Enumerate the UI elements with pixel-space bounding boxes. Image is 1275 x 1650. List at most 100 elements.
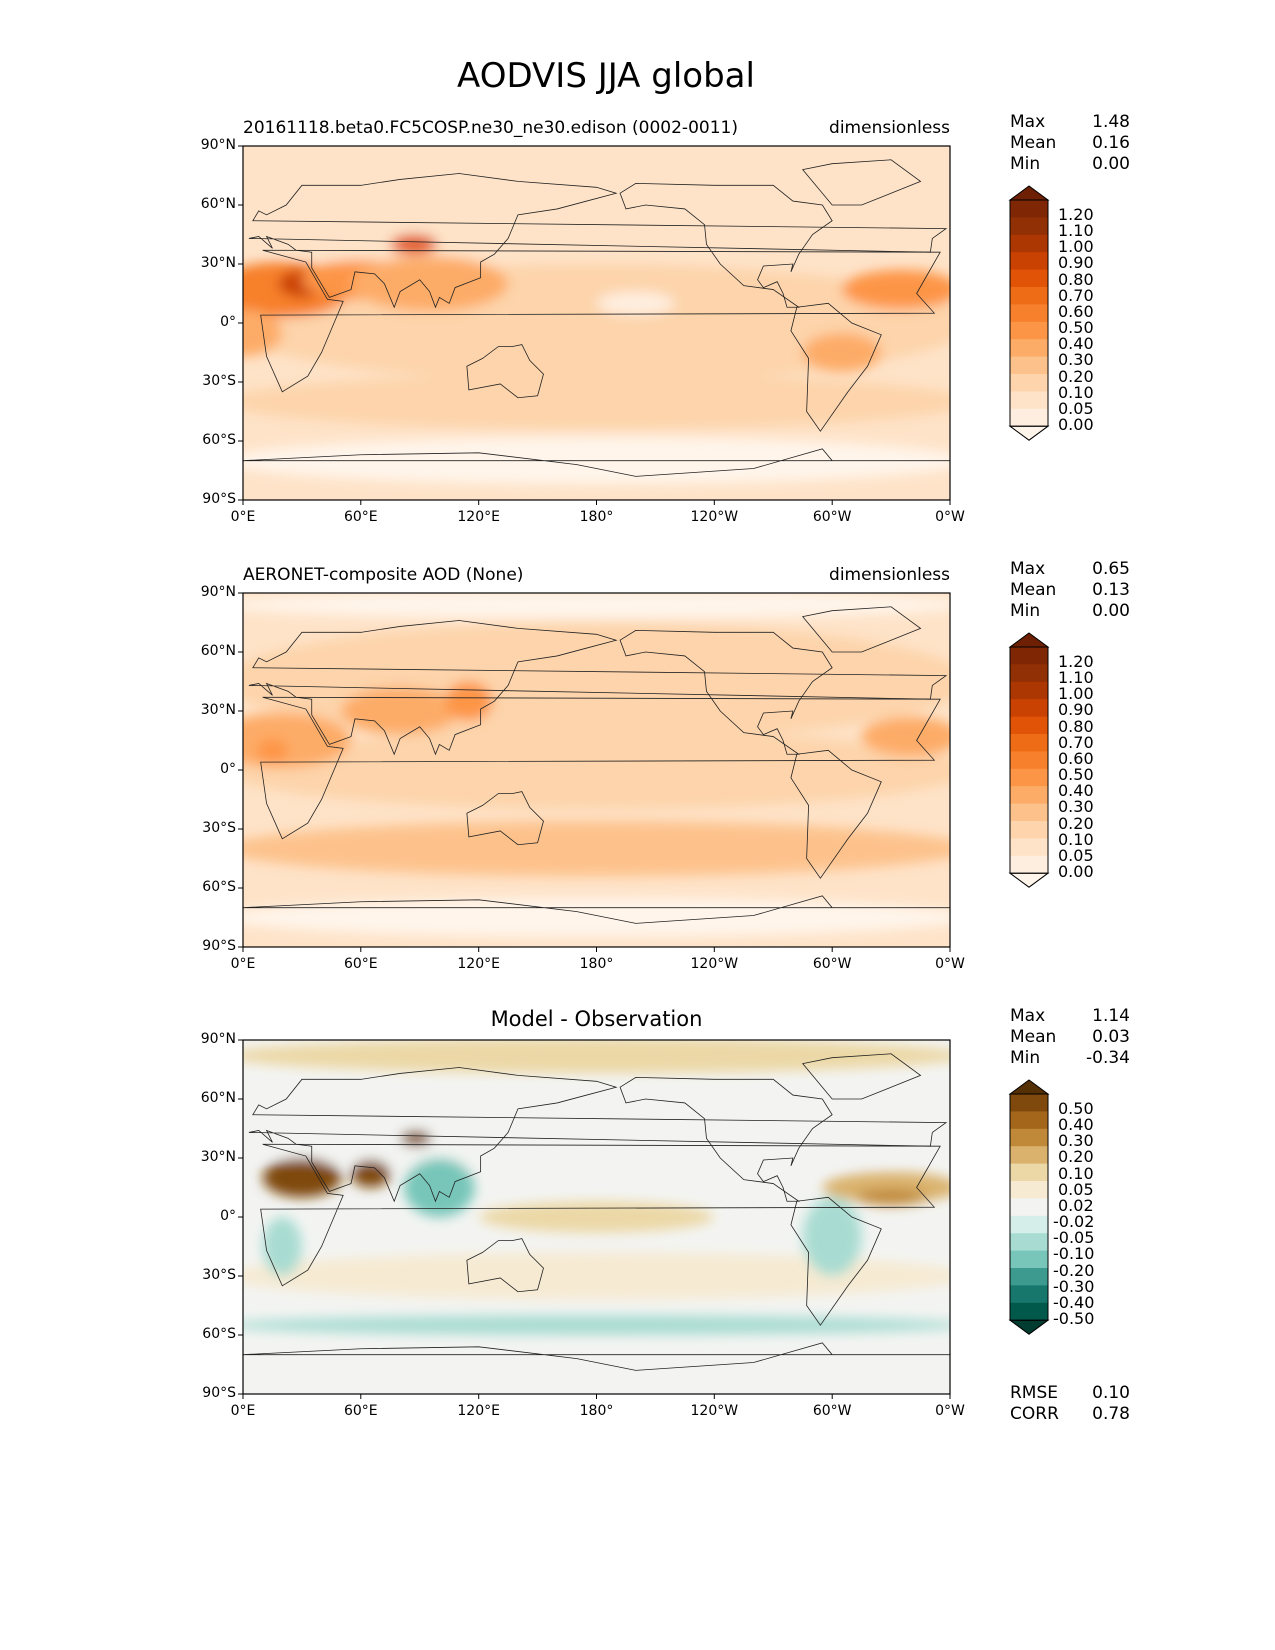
colorbar-segment bbox=[1010, 1146, 1048, 1165]
stat-label: Min bbox=[1010, 1048, 1041, 1068]
stat-value: -0.34 bbox=[1086, 1048, 1130, 1068]
coastline bbox=[243, 1342, 950, 1371]
colorbar bbox=[1008, 185, 1050, 441]
metric-value: 0.78 bbox=[1092, 1404, 1130, 1424]
x-tick-label: 60°W bbox=[812, 509, 852, 525]
stat-label: Min bbox=[1010, 601, 1041, 621]
colorbar-segment bbox=[1010, 716, 1048, 735]
stat-label: Mean bbox=[1010, 133, 1057, 153]
metric-label: RMSE bbox=[1010, 1383, 1059, 1403]
figure-title: AODVIS JJA global bbox=[457, 56, 755, 96]
colorbar-tick-label: -0.05 bbox=[1053, 1228, 1095, 1248]
coastline bbox=[248, 1067, 948, 1203]
x-tick-label: 0°E bbox=[230, 509, 256, 525]
coastline bbox=[248, 620, 948, 756]
colorbar-tick-label: 0.80 bbox=[1058, 716, 1094, 736]
colorbar-tick-label: 0.60 bbox=[1058, 748, 1094, 768]
colorbar-tick-label: 0.80 bbox=[1058, 269, 1094, 289]
x-tick-label: 120°E bbox=[457, 1403, 500, 1419]
contour-region bbox=[243, 309, 283, 357]
y-tick-label: 60°S bbox=[202, 1326, 236, 1342]
y-tick-label: 90°S bbox=[202, 1385, 236, 1401]
coastline bbox=[790, 302, 882, 432]
stat-label: Min bbox=[1010, 154, 1041, 174]
contour-region bbox=[478, 1201, 715, 1233]
y-tick-label: 30°N bbox=[200, 702, 236, 718]
coastline bbox=[466, 791, 544, 846]
coastline bbox=[260, 1143, 941, 1287]
colorbar-tick-label: -0.50 bbox=[1053, 1309, 1095, 1329]
colorbar-tick-label: 0.20 bbox=[1058, 366, 1094, 386]
x-tick-label: 60°E bbox=[343, 956, 378, 972]
coastline bbox=[466, 1238, 544, 1293]
colorbar-segment bbox=[1010, 786, 1048, 805]
colorbar-tick-label: 0.20 bbox=[1058, 1147, 1094, 1167]
colorbar-segment bbox=[1010, 1285, 1048, 1304]
x-tick-label: 120°W bbox=[690, 509, 739, 525]
colorbar-tick-label: 0.50 bbox=[1058, 765, 1094, 785]
stat-label: Max bbox=[1010, 112, 1046, 132]
colorbar-tick-label: 0.90 bbox=[1058, 253, 1094, 273]
colorbar-segment bbox=[1010, 1163, 1048, 1182]
contour-region bbox=[802, 332, 882, 373]
contour-region bbox=[262, 1217, 302, 1276]
stat-value: 0.03 bbox=[1092, 1027, 1130, 1047]
colorbar-tick-label: 0.02 bbox=[1058, 1195, 1094, 1215]
colorbar-tick-label: 0.30 bbox=[1058, 350, 1094, 370]
coastline bbox=[801, 159, 922, 206]
contour-region bbox=[243, 1040, 950, 1074]
colorbar-segment bbox=[1010, 1250, 1048, 1269]
x-tick-label: 120°E bbox=[457, 956, 500, 972]
colorbar-tick-label: -0.40 bbox=[1053, 1292, 1095, 1312]
colorbar-segment bbox=[1010, 217, 1048, 236]
colorbar-segment bbox=[1010, 408, 1048, 427]
colorbar-tick-label: 0.10 bbox=[1058, 382, 1094, 402]
colorbar-segment bbox=[1010, 269, 1048, 288]
coastline bbox=[248, 173, 948, 309]
metric-label: CORR bbox=[1010, 1404, 1059, 1424]
colorbar-tick-label: -0.20 bbox=[1053, 1260, 1095, 1280]
colorbar-segment bbox=[1010, 699, 1048, 718]
coastline bbox=[260, 696, 941, 840]
contour-region bbox=[861, 716, 950, 757]
colorbar-segment bbox=[1010, 803, 1048, 822]
colorbar-tick-label: -0.02 bbox=[1053, 1212, 1095, 1232]
colorbar-tick-label: 0.05 bbox=[1058, 845, 1094, 865]
y-tick-label: 60°S bbox=[202, 879, 236, 895]
colorbar-tick-label: 0.30 bbox=[1058, 1131, 1094, 1151]
stat-value: 0.65 bbox=[1092, 559, 1130, 579]
y-tick-label: 90°N bbox=[200, 584, 236, 600]
x-tick-label: 180° bbox=[579, 509, 614, 525]
colorbar-segment bbox=[1010, 855, 1048, 874]
colorbar-segment bbox=[1010, 838, 1048, 857]
stat-value: 1.14 bbox=[1092, 1006, 1130, 1026]
x-tick-label: 0°W bbox=[935, 956, 965, 972]
x-tick-label: 0°E bbox=[230, 956, 256, 972]
contour-region bbox=[390, 234, 438, 255]
x-tick-label: 0°W bbox=[935, 509, 965, 525]
stat-label: Max bbox=[1010, 559, 1046, 579]
coastline bbox=[790, 749, 882, 879]
contour-region bbox=[855, 1189, 927, 1206]
y-tick-label: 90°S bbox=[202, 938, 236, 954]
y-tick-label: 0° bbox=[220, 761, 236, 777]
colorbar-segment bbox=[1010, 374, 1048, 392]
colorbar-tick-label: 0.10 bbox=[1058, 829, 1094, 849]
colorbar-segment bbox=[1010, 821, 1048, 839]
coastline bbox=[260, 249, 941, 393]
coastline bbox=[243, 895, 950, 924]
stat-value: 0.00 bbox=[1092, 601, 1130, 621]
colorbar-segment bbox=[1010, 734, 1048, 752]
colorbar-tick-label: 0.05 bbox=[1058, 1179, 1094, 1199]
y-tick-label: 90°N bbox=[200, 1031, 236, 1047]
contour-region bbox=[243, 1344, 950, 1385]
contour-region bbox=[341, 687, 460, 735]
colorbar-extend-min bbox=[1008, 1319, 1050, 1335]
colorbar-segment bbox=[1010, 681, 1048, 700]
contour-region bbox=[243, 821, 950, 877]
colorbar-segment bbox=[1010, 304, 1048, 323]
colorbar-tick-label: 0.40 bbox=[1058, 334, 1094, 354]
colorbar-tick-label: 1.10 bbox=[1058, 221, 1094, 241]
colorbar-tick-label: -0.10 bbox=[1053, 1244, 1095, 1264]
